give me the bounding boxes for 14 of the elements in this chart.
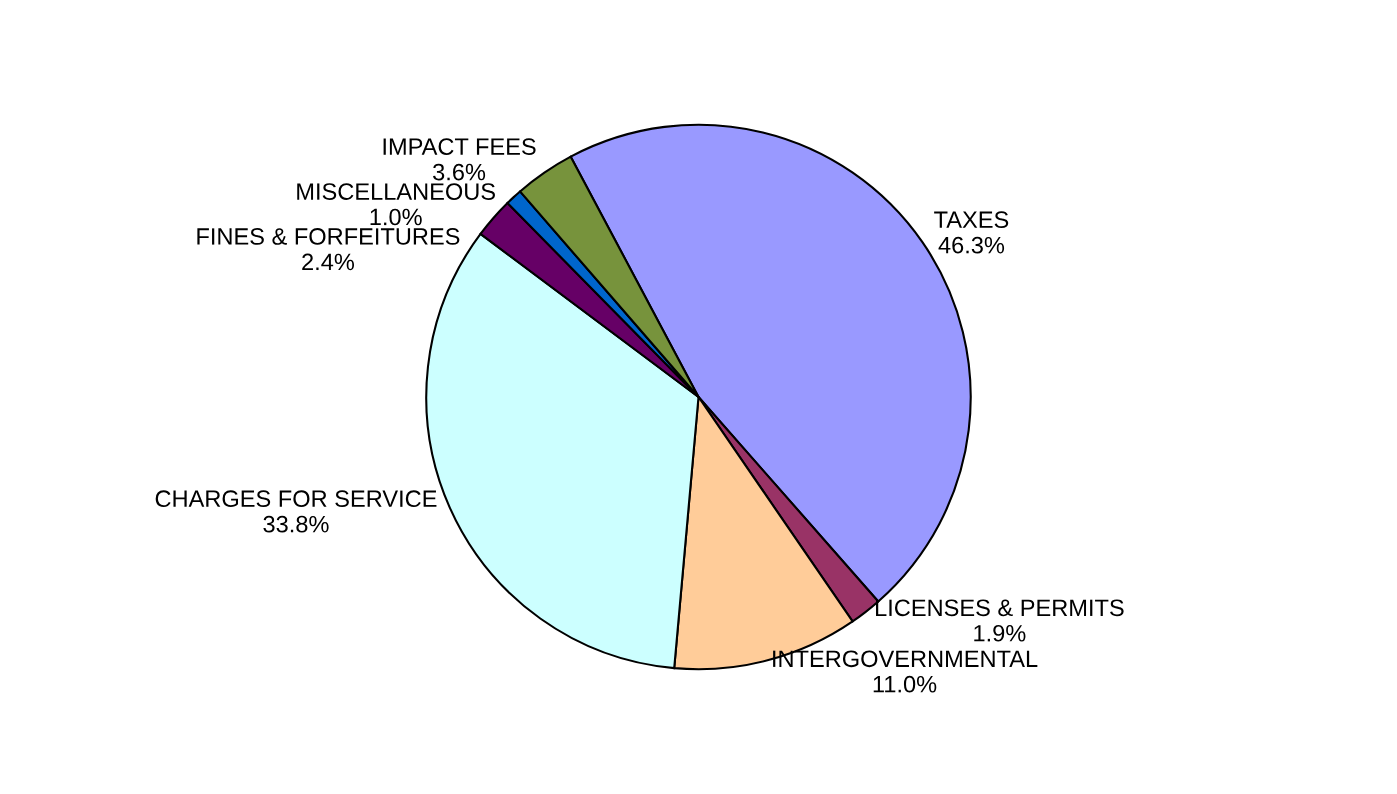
slice-label: MISCELLANEOUS bbox=[297, 183, 495, 200]
slice-label: FINES & FORFEITURES bbox=[197, 228, 460, 245]
slice-label: LICENSES & PERMITS bbox=[876, 599, 1124, 617]
slice-label: CHARGES FOR SERVICE bbox=[155, 490, 437, 508]
slice-label: TAXES bbox=[934, 211, 1009, 229]
data-label: 33.8% bbox=[263, 515, 329, 533]
data-label: 3.6% bbox=[433, 163, 486, 181]
data-label: 2.4% bbox=[302, 253, 355, 271]
data-label: 1.9% bbox=[974, 624, 1026, 642]
data-label: 1.0% bbox=[370, 208, 422, 226]
slice-label: IMPACT FEES bbox=[383, 138, 536, 155]
data-label: 11.0% bbox=[873, 675, 937, 693]
data-label: 46.3% bbox=[938, 236, 1005, 254]
slice-label: INTERGOVERNMENTAL bbox=[773, 650, 1038, 668]
